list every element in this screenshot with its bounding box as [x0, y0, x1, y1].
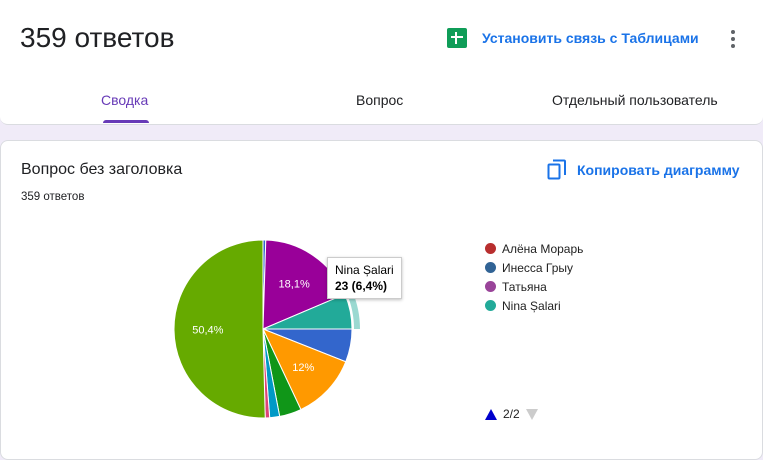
tab-question[interactable]: Вопрос [356, 92, 404, 108]
tab-individual[interactable]: Отдельный пользователь [552, 92, 718, 108]
question-response-count: 359 ответов [21, 191, 85, 203]
pie-slice[interactable] [173, 239, 266, 419]
tooltip-name: Nina Șalari [335, 263, 394, 277]
legend-label: Nina Șalari [502, 298, 561, 313]
pie-slice[interactable] [262, 328, 347, 411]
legend-item[interactable]: Татьяна [485, 277, 583, 296]
legend-dot [485, 300, 496, 311]
pie-slice-label: 18,1% [279, 278, 310, 290]
legend-dot [485, 281, 496, 292]
legend-label: Инесса Грыу [502, 260, 574, 275]
legend-prev-icon[interactable] [485, 408, 497, 420]
legend-pager: 2/2 [485, 407, 538, 421]
link-to-sheets-label: Установить связь с Таблицами [482, 30, 699, 46]
chart-tooltip: Nina Șalari 23 (6,4%) [327, 257, 402, 299]
legend-item[interactable]: Nina Șalari [485, 296, 583, 315]
sheets-icon [447, 28, 467, 48]
legend-label: Татьяна [502, 279, 547, 294]
pie-chart[interactable]: 18,1% 12% 50,4% [161, 233, 381, 423]
question-card: Вопрос без заголовка 359 ответов Копиров… [0, 140, 763, 460]
copy-icon [547, 159, 566, 180]
legend-page-label: 2/2 [503, 407, 520, 421]
responses-count-title: 359 ответов [20, 22, 175, 53]
copy-chart-button[interactable]: Копировать диаграмму [547, 159, 740, 181]
pie-slice-label: 50,4% [192, 325, 223, 337]
copy-chart-label: Копировать диаграмму [577, 162, 740, 178]
legend-dot [485, 262, 496, 273]
legend-dot [485, 243, 496, 254]
tab-summary[interactable]: Сводка [101, 92, 149, 108]
pie-slice-highlight [346, 291, 360, 329]
link-to-sheets-button[interactable]: Установить связь с Таблицами [446, 27, 699, 49]
legend-next-icon[interactable] [525, 408, 538, 420]
pie-slice-label: 12% [292, 362, 314, 374]
more-options-icon[interactable] [724, 28, 742, 50]
legend-item[interactable]: Алёна Морарь [485, 239, 583, 258]
chart-legend: Алёна Морарь Инесса Грыу Татьяна Nina Șa… [485, 239, 583, 315]
legend-item[interactable]: Инесса Грыу [485, 258, 583, 277]
tooltip-value: 23 (6,4%) [335, 279, 388, 293]
question-title: Вопрос без заголовка [21, 161, 183, 178]
active-tab-indicator [103, 120, 149, 123]
legend-label: Алёна Морарь [502, 241, 584, 256]
header: 359 ответов Установить связь с Таблицами… [0, 0, 763, 125]
